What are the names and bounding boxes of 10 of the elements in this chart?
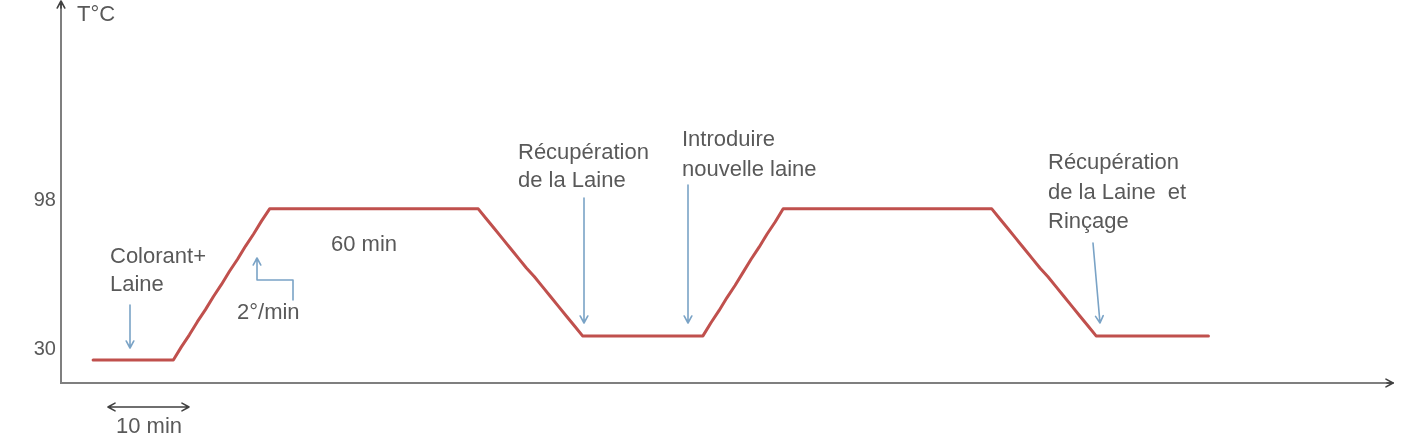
annotation: Introduire nouvelle laine: [682, 126, 817, 182]
annotation: Récupération de la Laine: [518, 139, 649, 193]
annotation: 2°/min: [237, 299, 300, 325]
annotation: Colorant+ Laine: [110, 243, 207, 297]
text: 10 min: [115, 413, 183, 438]
annotation: Récupération de la Laine et Rinçage: [1048, 149, 1187, 234]
y-axis-title: T°C: [77, 1, 116, 27]
y-tick-label: 30: [33, 336, 56, 359]
y-tick-label: 98: [33, 187, 56, 210]
annotation: 60 min: [330, 231, 398, 257]
